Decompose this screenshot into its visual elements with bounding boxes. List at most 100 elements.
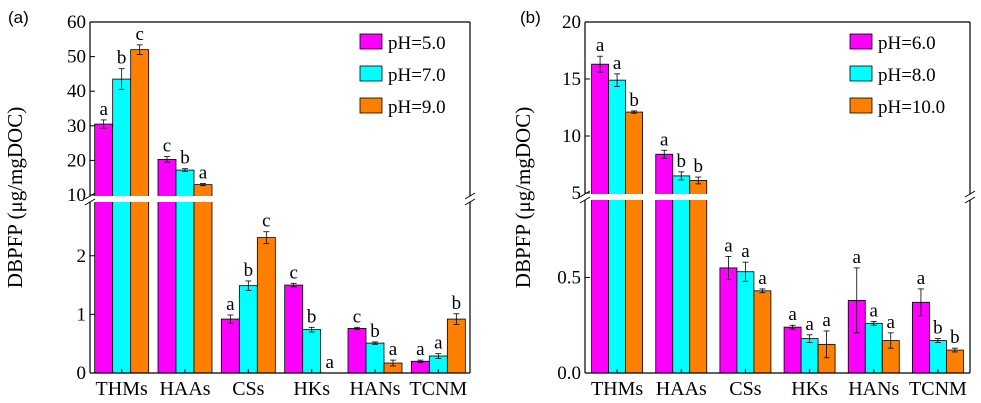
significance-letter: a <box>596 35 605 56</box>
legend-swatch <box>849 33 873 50</box>
bar <box>591 63 609 374</box>
y-tick-label: 0.0 <box>557 363 581 384</box>
significance-letter: b <box>629 90 639 111</box>
x-tick-label: HAAs <box>656 378 707 400</box>
y-tick-label: 2 <box>77 246 87 267</box>
y-tick-label: 1 <box>77 304 87 325</box>
axis-break-mark <box>464 192 476 200</box>
legend-entry: pH=9.0 <box>388 97 446 118</box>
bar <box>238 285 258 374</box>
significance-letter: c <box>163 136 171 157</box>
significance-letter: b <box>307 306 317 327</box>
significance-letter: a <box>788 304 797 325</box>
axis-break-mark <box>84 192 96 200</box>
bar <box>608 79 626 374</box>
significance-letter: a <box>917 268 926 289</box>
significance-letter: a <box>325 352 334 373</box>
significance-letter: a <box>660 129 669 150</box>
bar <box>112 78 132 374</box>
significance-letter: a <box>416 339 425 360</box>
bar <box>446 318 466 374</box>
axis-break-mark <box>464 198 476 206</box>
bar <box>655 153 674 374</box>
significance-letter: a <box>758 268 767 289</box>
bar <box>302 329 322 374</box>
y-tick-label: 30 <box>67 116 86 137</box>
axis-break-mark <box>579 190 591 198</box>
y-tick-label: 0.5 <box>557 267 581 288</box>
x-tick-label: HANs <box>349 378 400 400</box>
legend-swatch <box>359 65 383 82</box>
bar <box>157 158 177 374</box>
x-tick-label: CSs <box>729 378 761 400</box>
significance-letter: b <box>933 318 943 339</box>
bar <box>284 284 304 374</box>
legend-swatch <box>849 65 873 82</box>
x-tick-label: TCNM <box>909 378 967 400</box>
significance-letter: a <box>434 333 443 354</box>
significance-letter: a <box>870 300 879 321</box>
axis-break-mark <box>579 196 591 204</box>
significance-letter: a <box>805 314 814 335</box>
legend-entry: pH=10.0 <box>878 97 945 118</box>
bar <box>800 338 819 374</box>
significance-letter: a <box>199 163 208 184</box>
axis-break-band <box>586 194 979 200</box>
bar <box>220 318 240 374</box>
significance-letter: c <box>135 24 143 45</box>
y-tick-label: 5 <box>572 183 582 204</box>
y-tick-label: 10 <box>562 126 581 147</box>
bar <box>193 184 213 374</box>
y-tick-label: 50 <box>67 47 86 68</box>
y-tick-label: 0 <box>77 363 87 384</box>
bar <box>410 360 430 374</box>
legend-entry: pH=8.0 <box>878 65 936 86</box>
significance-letter: b <box>452 293 462 314</box>
bar <box>130 49 150 374</box>
significance-letter: a <box>822 310 831 331</box>
bar <box>94 123 114 374</box>
legend-swatch <box>359 97 383 114</box>
bar <box>946 349 964 374</box>
bar <box>929 340 947 374</box>
panel-a-label: (a) <box>8 8 29 27</box>
significance-letter: b <box>677 151 687 172</box>
y-tick-label: 15 <box>562 69 581 90</box>
x-tick-label: HAAs <box>159 378 210 400</box>
bar <box>864 322 883 374</box>
y-axis-label: DBPFP (μg/mgDOC) <box>511 107 535 288</box>
significance-letter: b <box>244 260 254 281</box>
bar <box>736 271 755 374</box>
y-tick-label: 40 <box>67 81 86 102</box>
legend-swatch <box>849 97 873 114</box>
bar <box>347 328 367 374</box>
significance-letter: b <box>370 321 380 342</box>
bar <box>719 267 738 374</box>
x-tick-label: HKs <box>791 378 828 400</box>
axis-break-mark <box>84 198 96 206</box>
significance-letter: a <box>724 235 733 256</box>
x-tick-label: THMs <box>591 378 643 400</box>
significance-letter: b <box>694 156 704 177</box>
significance-letter: b <box>950 327 960 348</box>
y-axis-label: DBPFP (μg/mgDOC) <box>3 107 27 288</box>
significance-letter: b <box>180 148 190 169</box>
y-tick-label: 20 <box>67 150 86 171</box>
bar <box>365 342 385 374</box>
x-tick-label: HANs <box>848 378 899 400</box>
significance-letter: a <box>226 294 235 315</box>
significance-letter: c <box>262 211 270 232</box>
axis-break-band <box>91 196 479 202</box>
significance-letter: a <box>99 99 108 120</box>
significance-letter: a <box>853 247 862 268</box>
y-tick-label: 60 <box>67 12 86 33</box>
significance-letter: a <box>887 312 896 333</box>
bar <box>753 290 772 374</box>
significance-letter: b <box>117 48 127 69</box>
x-tick-label: TCNM <box>409 378 467 400</box>
bar <box>689 180 708 374</box>
significance-letter: c <box>289 262 297 283</box>
x-tick-label: CSs <box>232 378 264 400</box>
